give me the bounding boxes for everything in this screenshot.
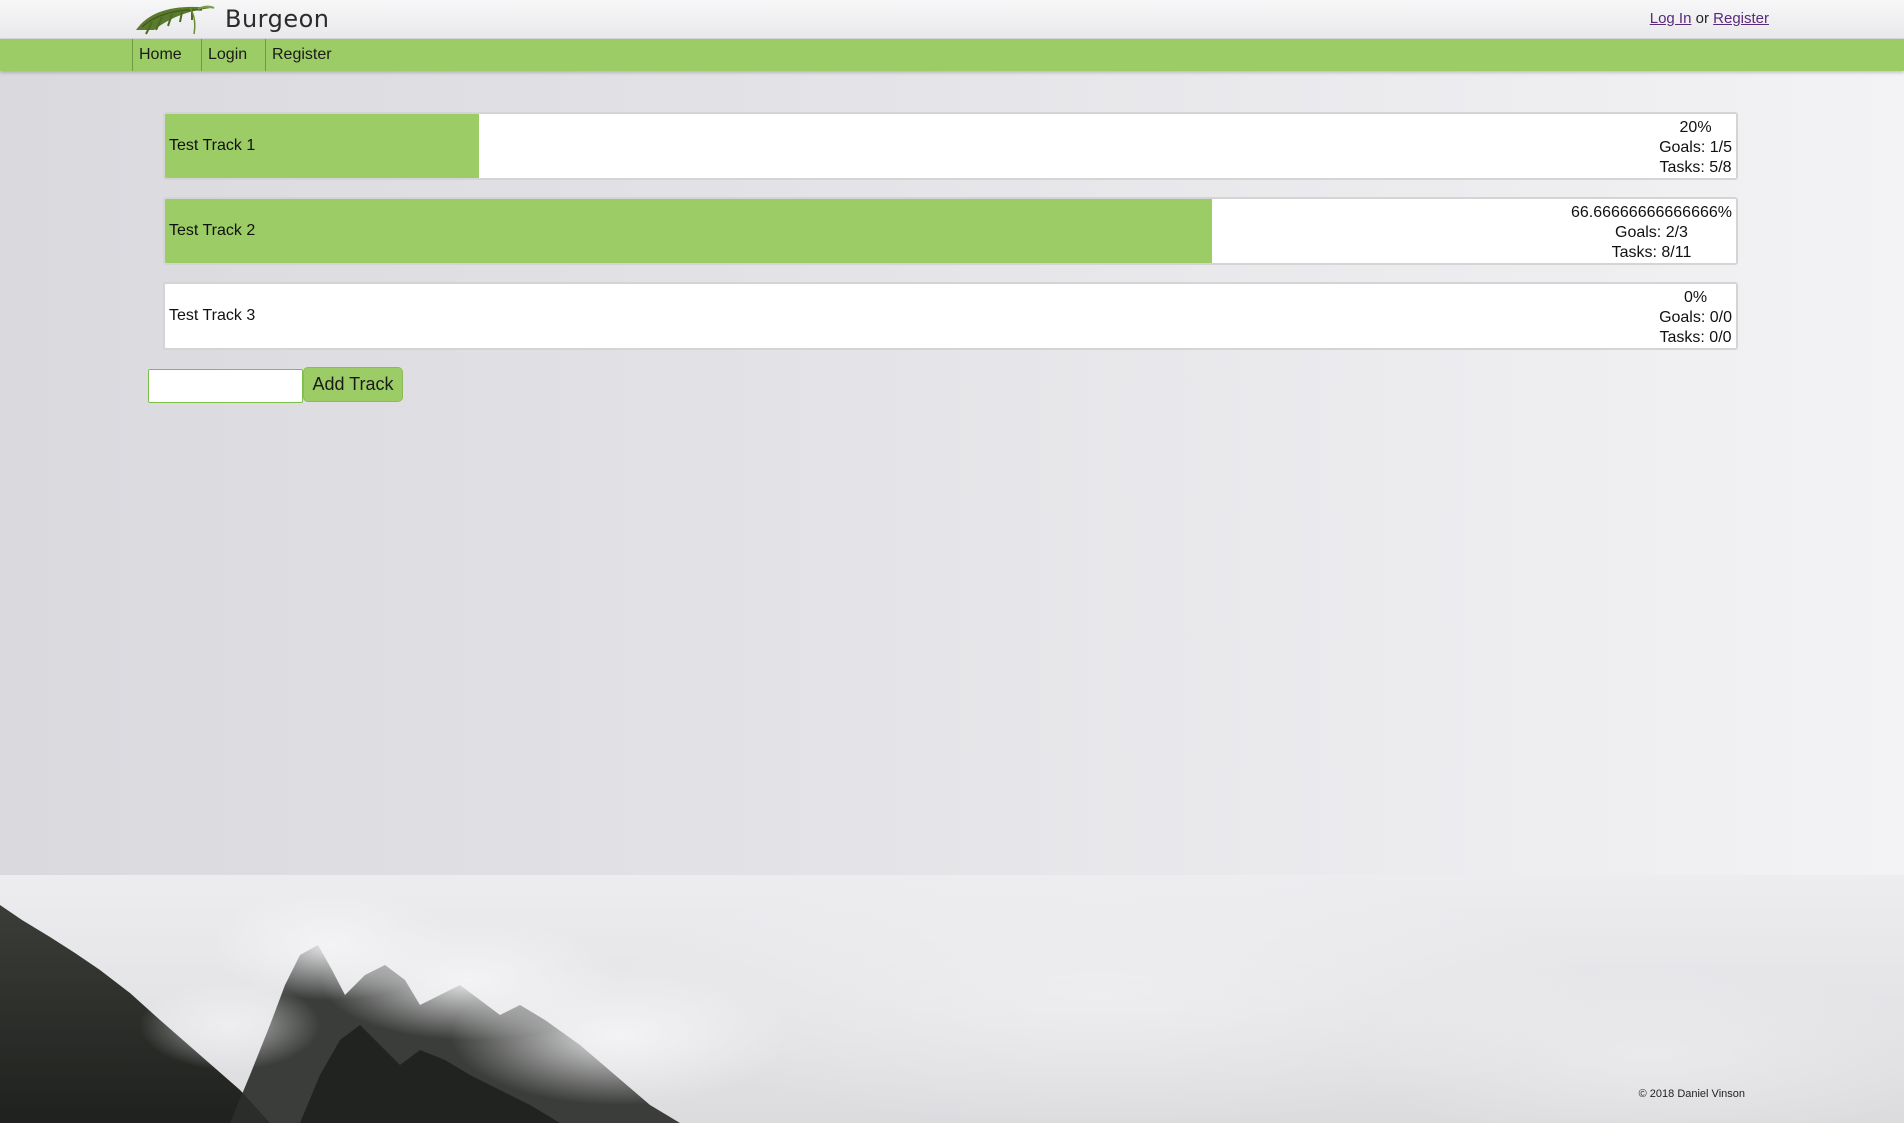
track-name: Test Track 1 bbox=[169, 137, 256, 154]
track-percent: 0% bbox=[1683, 289, 1708, 306]
register-link[interactable]: Register bbox=[1713, 10, 1769, 27]
leaf-logo-icon[interactable] bbox=[132, 0, 216, 38]
login-link[interactable]: Log In bbox=[1649, 10, 1692, 27]
track-stats: 0% Goals: 0/0 Tasks: 0/0 bbox=[1659, 288, 1732, 348]
nav-item-login[interactable]: Login bbox=[201, 39, 265, 71]
track-tasks: Tasks: 0/0 bbox=[1659, 329, 1732, 346]
add-track-button[interactable]: Add Track bbox=[303, 367, 403, 402]
nav-bar: Home Login Register bbox=[0, 39, 1904, 71]
auth-links: Log In or Register bbox=[1650, 10, 1769, 27]
track-percent: 20% bbox=[1679, 119, 1712, 136]
brand-name[interactable]: Burgeon bbox=[225, 5, 330, 33]
track-row[interactable]: Test Track 3 0% Goals: 0/0 Tasks: 0/0 bbox=[163, 282, 1738, 350]
mountain-fog-illustration bbox=[0, 875, 1904, 1123]
track-name-input[interactable] bbox=[148, 369, 303, 403]
track-name: Test Track 2 bbox=[169, 222, 256, 239]
nav-item-home[interactable]: Home bbox=[132, 39, 201, 71]
track-progress-fill bbox=[165, 199, 1213, 263]
track-stats: 20% Goals: 1/5 Tasks: 5/8 bbox=[1659, 118, 1732, 178]
track-goals: Goals: 2/3 bbox=[1615, 224, 1688, 241]
top-header: Burgeon Log In or Register bbox=[0, 0, 1904, 39]
track-percent: 66.66666666666666% bbox=[1570, 204, 1732, 221]
auth-or-text: or bbox=[1695, 10, 1709, 27]
nav-item-register[interactable]: Register bbox=[265, 39, 342, 71]
track-name: Test Track 3 bbox=[169, 307, 256, 324]
track-tasks: Tasks: 8/11 bbox=[1611, 244, 1692, 261]
footer-mountain-image bbox=[0, 875, 1904, 1123]
copyright-text: © 2018 Daniel Vinson bbox=[1638, 1088, 1745, 1100]
track-goals: Goals: 1/5 bbox=[1659, 139, 1732, 156]
track-row[interactable]: Test Track 1 20% Goals: 1/5 Tasks: 5/8 bbox=[163, 112, 1738, 180]
track-stats: 66.66666666666666% Goals: 2/3 Tasks: 8/1… bbox=[1571, 203, 1732, 263]
track-progress-fill bbox=[165, 114, 480, 178]
track-goals: Goals: 0/0 bbox=[1659, 309, 1732, 326]
track-tasks: Tasks: 5/8 bbox=[1659, 159, 1732, 176]
track-row[interactable]: Test Track 2 66.66666666666666% Goals: 2… bbox=[163, 197, 1738, 265]
